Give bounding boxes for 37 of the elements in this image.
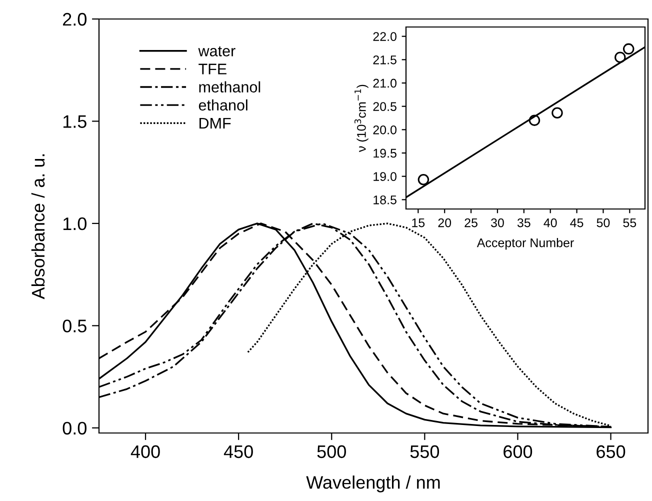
x-tick-label: 45 xyxy=(570,218,584,228)
x-tick-label: 500 xyxy=(317,445,346,458)
x-tick-label: 25 xyxy=(464,218,478,228)
y-tick-label: 19.0 xyxy=(374,172,396,181)
x-tick-label: 35 xyxy=(517,218,530,228)
y-tick-label: 20.0 xyxy=(373,125,396,134)
y-tick-label: 0.0 xyxy=(62,422,86,435)
y-tick-label: 20.5 xyxy=(373,102,396,111)
x-tick-label: 650 xyxy=(596,445,626,458)
legend-label: methanol xyxy=(199,81,260,93)
y-axis-title: Absorbance / a. u. xyxy=(31,154,45,300)
x-tick-label: 55 xyxy=(623,218,636,228)
x-axis-title: Wavelength / nm xyxy=(306,476,440,492)
x-tick-label: 450 xyxy=(224,445,253,458)
y-tick-label: 22.0 xyxy=(373,32,396,41)
x-tick-label: 15 xyxy=(412,218,425,228)
x-tick-label: 30 xyxy=(491,218,504,228)
y-tick-label: 19.5 xyxy=(374,148,396,158)
y-tick-label: 0.5 xyxy=(62,320,86,332)
legend-label: ethanol xyxy=(198,99,248,111)
y-axis-title: ν (10$^{3}$cm$^{−1}$) xyxy=(354,84,368,152)
x-tick-label: 40 xyxy=(544,218,557,228)
legend-label: TFE xyxy=(198,64,226,74)
x-tick-label: 600 xyxy=(504,445,532,458)
legend-label: water xyxy=(198,46,236,56)
y-tick-label: 18.5 xyxy=(374,195,396,204)
x-tick-label: 50 xyxy=(596,218,610,228)
x-axis-title: Acceptor Number xyxy=(476,238,574,250)
y-tick-label: 21.5 xyxy=(373,55,396,64)
x-tick-label: 20 xyxy=(438,218,452,228)
y-tick-label: 1.5 xyxy=(63,115,86,128)
y-tick-label: 2.0 xyxy=(63,12,86,26)
x-tick-label: 400 xyxy=(130,445,160,458)
legend-label: DMF xyxy=(200,118,231,128)
y-tick-label: 21.0 xyxy=(373,78,396,88)
y-tick-label: 1.0 xyxy=(63,217,86,230)
x-tick-label: 550 xyxy=(410,445,440,458)
